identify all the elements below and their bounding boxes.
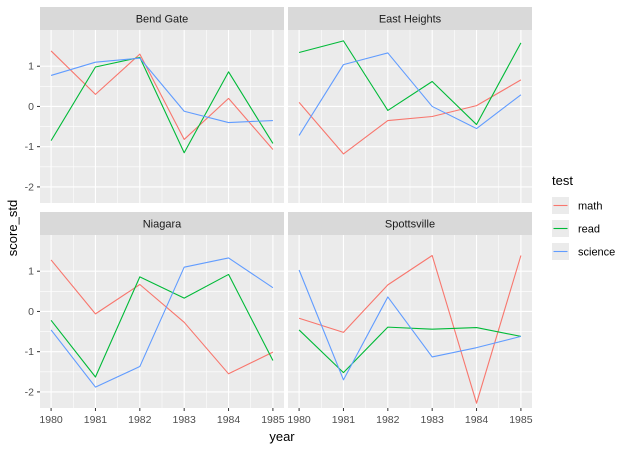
legend-label-science: science — [578, 247, 615, 259]
x-tick-label: 1983 — [421, 414, 445, 426]
legend: test math read science — [552, 173, 615, 260]
y-tick-label: -1 — [25, 346, 34, 358]
series-line-math — [50, 259, 274, 375]
facet-title: Spottsville — [385, 219, 435, 231]
x-tick-label: 1981 — [84, 414, 108, 426]
legend-title: test — [552, 173, 573, 188]
y-tick-label: -2 — [25, 181, 34, 193]
facet-strip — [288, 7, 532, 30]
series-line-math — [50, 50, 274, 150]
x-tick-label: 1982 — [376, 414, 400, 426]
x-tick-label: 1985 — [261, 414, 285, 426]
x-tick-label: 1982 — [128, 414, 152, 426]
y-tick-label: -1 — [25, 141, 34, 153]
y-tick-label: 0 — [28, 101, 34, 113]
legend-label-math: math — [578, 201, 602, 213]
x-tick-label: 1981 — [332, 414, 356, 426]
facet-title: East Heights — [379, 14, 442, 26]
series-line-math — [298, 254, 522, 404]
series-line-science — [298, 52, 522, 136]
panel-niagara: Niagara — [40, 212, 284, 408]
series-line-read — [298, 326, 522, 374]
facet-strip — [40, 7, 284, 30]
x-axis-title: year — [269, 429, 295, 444]
x-tick-label: 1980 — [39, 414, 63, 426]
y-tick-label: 1 — [28, 266, 34, 278]
series-line-science — [50, 57, 273, 124]
y-tick-label: 0 — [28, 306, 34, 318]
y-tick-label: -2 — [25, 386, 34, 398]
x-tick-label: 1985 — [509, 414, 533, 426]
series-line-math — [298, 79, 522, 155]
y-tick-label: 1 — [28, 61, 34, 73]
y-axis-title: score_std — [5, 200, 20, 256]
facet-strip — [288, 212, 532, 235]
series-line-science — [298, 269, 522, 381]
x-tick-label: 1980 — [287, 414, 311, 426]
facet-strip — [40, 212, 284, 235]
series-line-read — [50, 56, 274, 154]
legend-label-read: read — [578, 224, 600, 236]
panel-bend-gate: Bend Gate — [40, 7, 284, 203]
panel-east-heights: East Heights — [288, 7, 532, 203]
series-line-read — [298, 40, 522, 126]
series-line-read — [50, 273, 274, 378]
x-tick-label: 1984 — [465, 414, 489, 426]
x-tick-label: 1984 — [217, 414, 241, 426]
facet-title: Niagara — [143, 219, 182, 231]
series-line-science — [50, 257, 274, 388]
panel-spottsville: Spottsville — [288, 212, 532, 408]
facet-title: Bend Gate — [136, 14, 189, 26]
x-tick-label: 1983 — [173, 414, 197, 426]
